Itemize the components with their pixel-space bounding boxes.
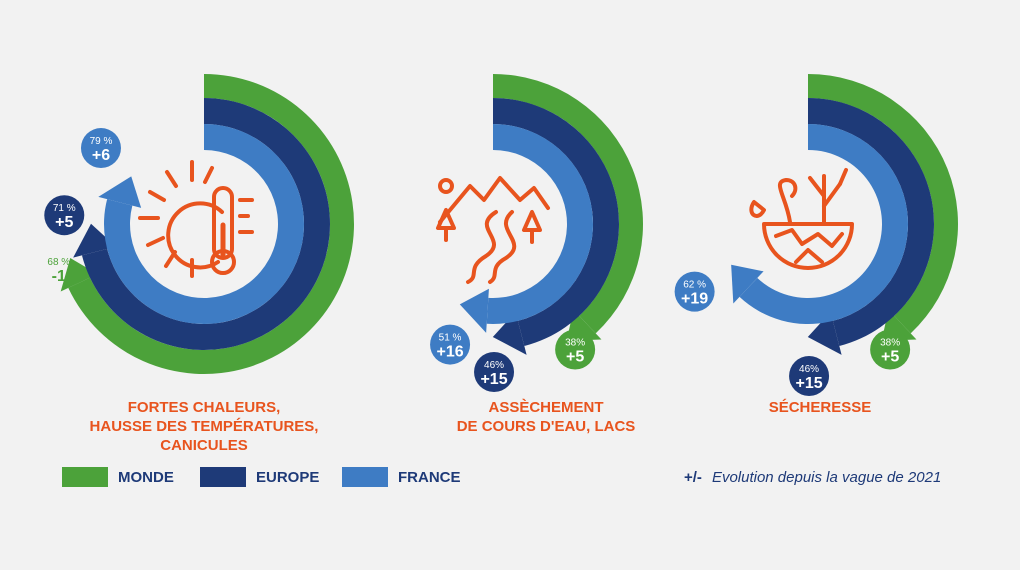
ring-france	[739, 124, 908, 324]
legend-label-europe: EUROPE	[256, 468, 320, 486]
value-bubble-europe: 71 %+5	[44, 195, 85, 236]
percent-label: 46%	[484, 360, 504, 371]
change-label: +5	[55, 214, 73, 231]
ring-arrow-france	[98, 176, 142, 208]
bubble-circle	[870, 329, 911, 370]
percent-label: 38%	[565, 338, 585, 349]
ring-arrow-europe	[807, 312, 842, 355]
legend-france: FRANCE	[342, 466, 461, 488]
caption-panel-3: SÉCHERESSE	[690, 398, 950, 417]
bubble-circle	[674, 271, 715, 312]
bubble-circle	[80, 128, 121, 169]
caption-panel-2: ASSÈCHEMENT DE COURS D'EAU, LACS	[396, 398, 696, 436]
legend-swatch-europe	[200, 467, 246, 487]
value-bubble-monde: 38%+5	[555, 329, 596, 370]
value-bubble-europe: 46%+15	[474, 351, 515, 392]
caption-panel-1: FORTES CHALEURS, HAUSSE DES TEMPÉRATURES…	[54, 398, 354, 455]
change-label: +15	[795, 375, 822, 392]
ring-europe	[493, 98, 619, 347]
evolution-note-symbol: +/-	[684, 468, 702, 486]
change-label: +6	[92, 147, 110, 164]
value-bubble-france: 62 %+19	[674, 271, 715, 312]
caption-line: CANICULES	[160, 437, 248, 454]
bubble-circle	[789, 355, 830, 396]
percent-label: 71 %	[53, 203, 76, 214]
change-label: +5	[881, 349, 899, 366]
evolution-note: +/- Evolution depuis la vague de 2021	[684, 466, 941, 488]
ring-france	[103, 124, 304, 324]
percent-label: 62 %	[683, 280, 706, 291]
ring-monde	[493, 74, 644, 334]
legend-europe: EUROPE	[200, 466, 319, 488]
change-label: +15	[480, 371, 507, 388]
ring-arrow-europe	[73, 223, 116, 258]
ring-france	[486, 123, 594, 325]
evolution-note-text: Evolution depuis la vague de 2021	[711, 468, 942, 486]
legend-monde: MONDE	[62, 466, 174, 488]
radial-panel-3: 38%+5 46%+15 62 %+19	[674, 74, 958, 396]
legend-swatch-france	[342, 467, 388, 487]
caption-line: SÉCHERESSE	[768, 399, 872, 416]
caption-line: HAUSSE DES TEMPÉRATURES,	[89, 418, 319, 435]
change-label: +19	[681, 291, 708, 308]
percent-label: 68 %	[47, 257, 70, 268]
percent-label: 46%	[799, 364, 819, 375]
ring-arrow-france	[459, 288, 489, 333]
value-bubble-monde: 68 %-1	[47, 257, 70, 285]
bubble-circle	[44, 195, 85, 236]
value-bubble-europe: 46%+15	[789, 355, 830, 396]
caption-line: FORTES CHALEURS,	[127, 399, 281, 416]
percent-label: 51 %	[439, 333, 462, 344]
value-bubble-monde: 38%+5	[870, 329, 911, 370]
ring-arrow-monde	[60, 257, 98, 292]
radial-panel-1: 68 %-1 71 %+5 79 %+6	[44, 74, 354, 374]
caption-line: DE COURS D'EAU, LACS	[456, 418, 636, 435]
ring-arrow-europe	[492, 312, 527, 355]
legend-label-monde: MONDE	[118, 468, 174, 486]
percent-label: 79 %	[90, 136, 113, 147]
change-label: +5	[566, 349, 584, 366]
change-label: +16	[436, 344, 463, 361]
value-bubble-france: 79 %+6	[80, 128, 121, 169]
ring-monde	[808, 74, 958, 334]
bubble-circle	[474, 351, 515, 392]
caption-line: ASSÈCHEMENT	[488, 399, 604, 416]
dry-land-icon	[749, 168, 854, 270]
ring-europe	[808, 98, 934, 347]
mountains-river-icon	[436, 176, 550, 284]
legend-swatch-monde	[62, 467, 108, 487]
value-bubble-france: 51 %+16	[430, 324, 471, 365]
sun-thermometer-icon	[138, 160, 254, 278]
percent-label: 38%	[880, 338, 900, 349]
bubble-circle	[555, 329, 596, 370]
ring-arrow-france	[731, 264, 764, 304]
legend-label-france: FRANCE	[398, 468, 461, 486]
bubble-circle	[430, 324, 471, 365]
change-label: -1	[52, 268, 66, 285]
